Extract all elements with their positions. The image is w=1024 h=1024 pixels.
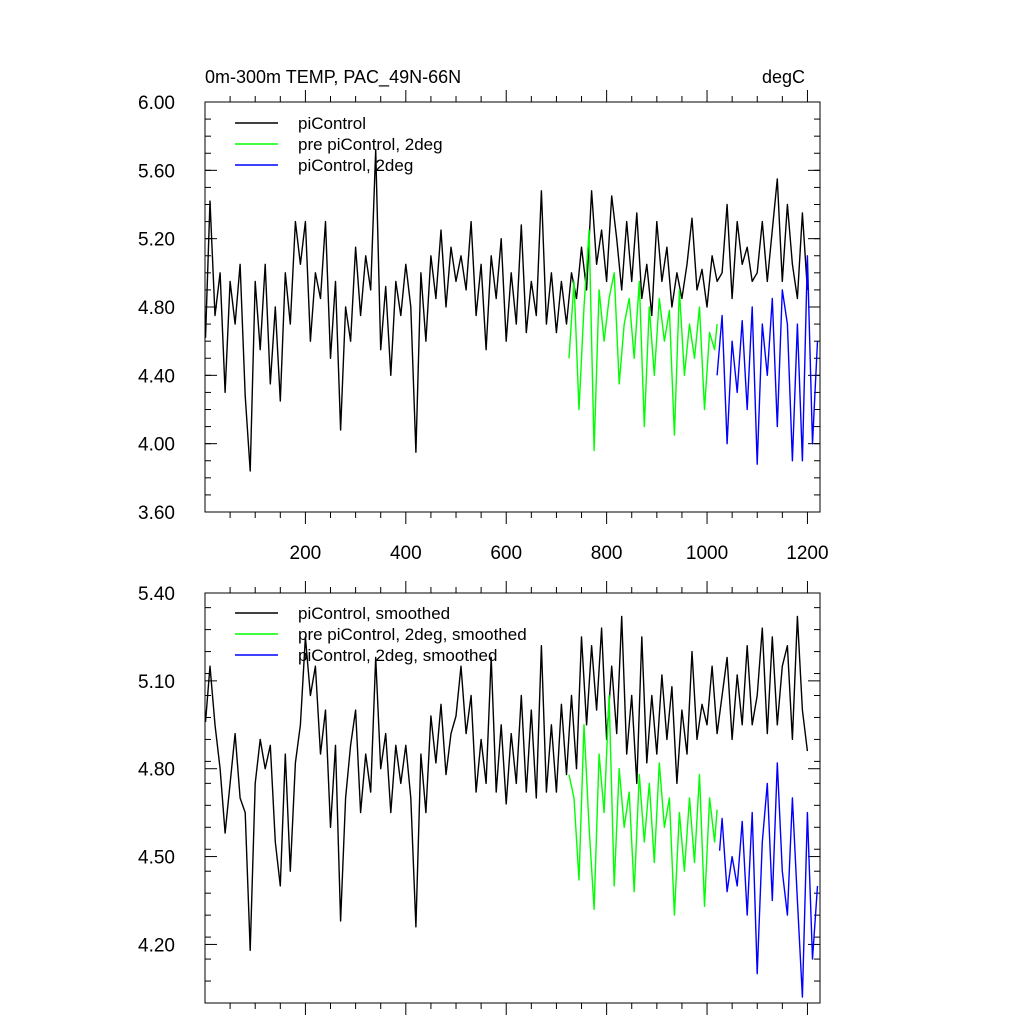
series-layer bbox=[204, 615, 819, 998]
x-tick-label: 1000 bbox=[686, 543, 728, 564]
series-line-0 bbox=[204, 615, 809, 951]
y-tick-label: 6.00 bbox=[138, 93, 175, 114]
y-tick-label: 5.40 bbox=[138, 584, 175, 605]
legend-label: pre piControl, 2deg, smoothed bbox=[298, 625, 527, 644]
y-tick-label: 3.60 bbox=[138, 503, 175, 524]
axes: 3.60 4.00 4.40 4.80 5.20 5.60 6.00 200 400 600 800… bbox=[138, 90, 829, 564]
top-panel: 0m-300m TEMP, PAC_49N-66N degC 3.60 4.00 4… bbox=[138, 67, 829, 564]
x-tick-label: 400 bbox=[390, 543, 422, 564]
y-tick-label: 5.20 bbox=[138, 230, 175, 251]
y-tick-label: 4.00 bbox=[138, 435, 175, 456]
title-right: degC bbox=[762, 67, 805, 87]
y-tick-label: 4.50 bbox=[138, 848, 175, 869]
x-tick-label: 200 bbox=[290, 543, 322, 564]
y-tick-label: 4.20 bbox=[138, 935, 175, 956]
series-layer bbox=[204, 149, 819, 472]
bottom-panel: 4.20 4.50 4.80 5.10 5.40 piControl, smoothed… bbox=[138, 581, 821, 1015]
series-line-2 bbox=[718, 762, 819, 998]
series-line-0 bbox=[204, 149, 809, 472]
axes: 4.20 4.50 4.80 5.10 5.40 bbox=[138, 581, 820, 1015]
series-line-1 bbox=[568, 229, 718, 452]
series-line-1 bbox=[568, 694, 718, 916]
x-tick-label: 1200 bbox=[786, 543, 828, 564]
legend-label: piControl, 2deg, smoothed bbox=[298, 646, 497, 665]
title-left: 0m-300m TEMP, PAC_49N-66N bbox=[205, 67, 461, 88]
y-tick-label: 4.80 bbox=[138, 760, 175, 781]
x-tick-label: 600 bbox=[490, 543, 522, 564]
y-tick-label: 5.10 bbox=[138, 672, 175, 693]
legend-label: piControl, 2deg bbox=[298, 156, 413, 175]
x-tick-label: 800 bbox=[591, 543, 623, 564]
legend-label: pre piControl, 2deg bbox=[298, 135, 443, 154]
legend-label: piControl, smoothed bbox=[298, 604, 450, 623]
y-tick-label: 4.40 bbox=[138, 366, 175, 387]
legend: piControl pre piControl, 2deg piControl, 2… bbox=[235, 114, 443, 175]
legend-label: piControl bbox=[298, 114, 366, 133]
series-line-2 bbox=[716, 255, 819, 465]
legend: piControl, smoothed pre piControl, 2deg, … bbox=[235, 604, 527, 665]
plot-frame bbox=[204, 592, 821, 1004]
y-tick-label: 5.60 bbox=[138, 161, 175, 182]
y-tick-label: 4.80 bbox=[138, 298, 175, 319]
